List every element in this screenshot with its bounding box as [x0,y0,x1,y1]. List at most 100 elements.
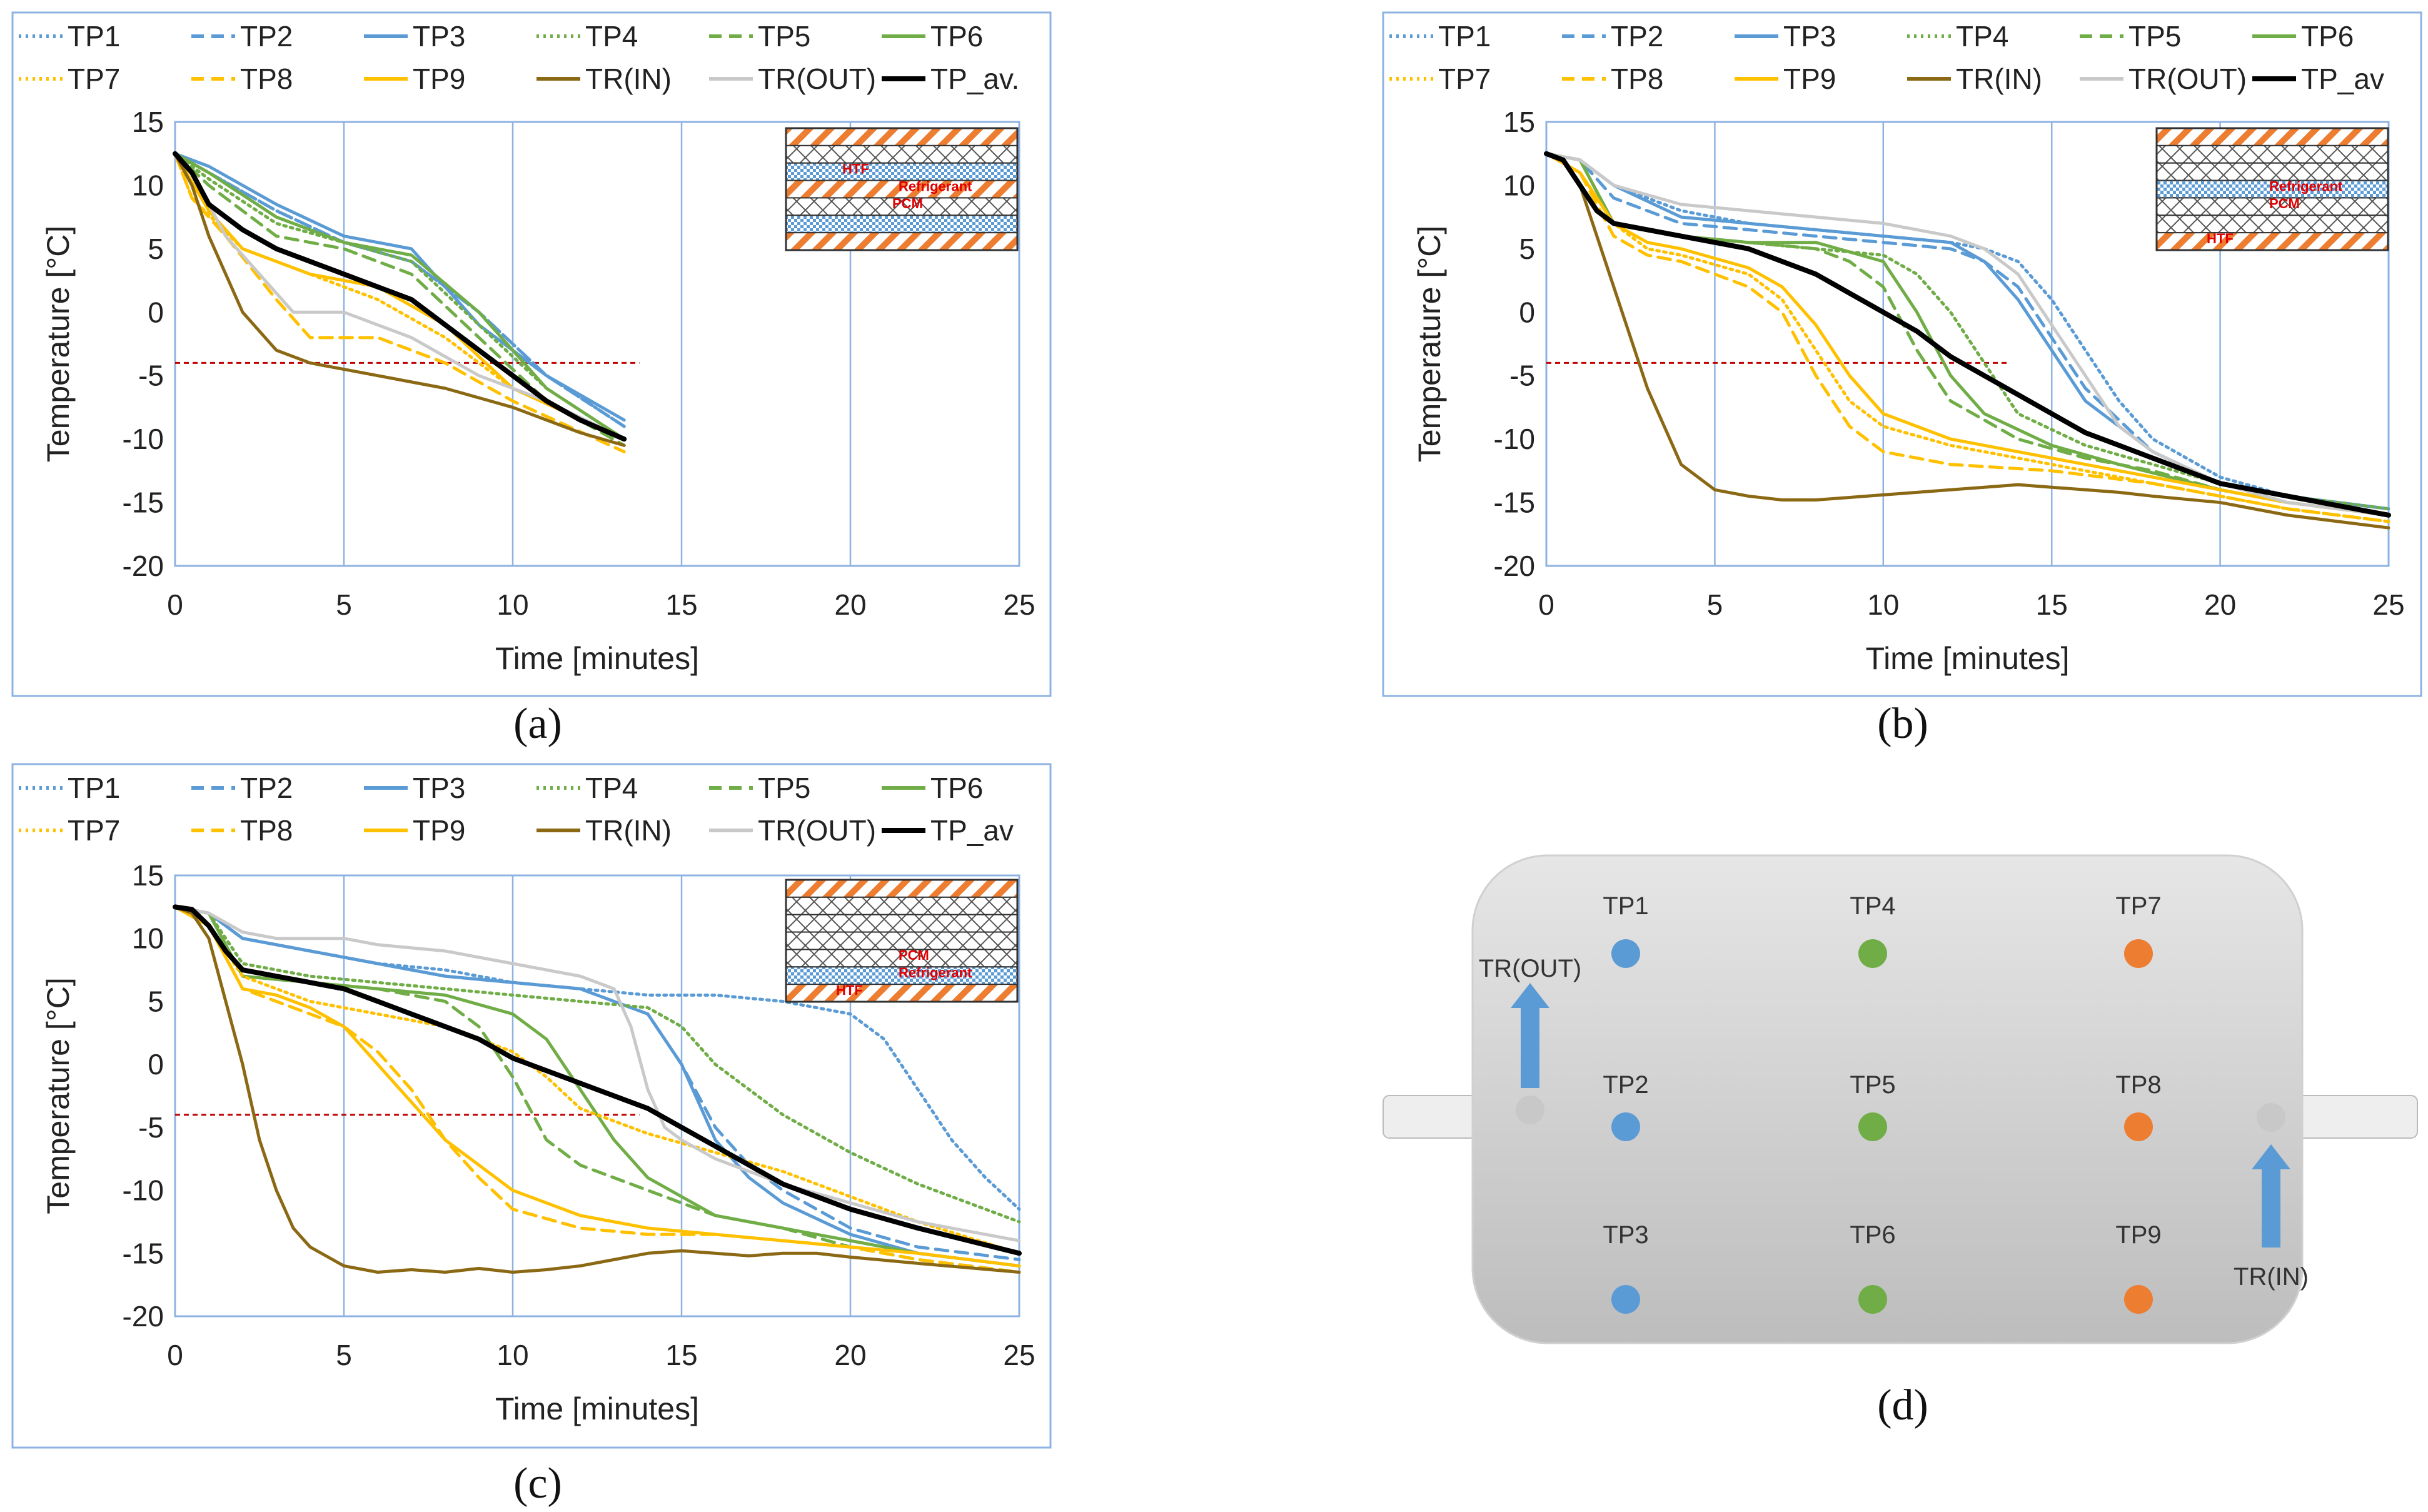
y-tick-label: -5 [138,360,164,392]
legend-label: TP1 [68,772,120,804]
x-tick-label: 10 [496,1339,528,1371]
panel-caption: (c) [513,1459,562,1508]
inset-label: Refrigerant [2269,178,2343,194]
outlet-arrow-icon [1511,983,1549,1088]
x-tick-label: 20 [834,1339,866,1371]
probe-dot [1611,1112,1640,1141]
inset-schematic: PCM Refrigerant HTF [785,879,1019,1003]
series-line-tr-in- [1544,152,2390,530]
inset-layer [785,144,1018,164]
legend-label: TP6 [930,772,983,804]
legend-label: TR(IN) [585,63,672,95]
x-tick-label: 20 [2204,588,2236,621]
series-line-tp8 [1544,152,2390,523]
y-tick-label: 5 [148,985,164,1017]
inset-border [2155,127,2389,251]
y-tick-label: -10 [123,423,164,455]
series-line-tp3 [173,152,626,422]
chart-frame [1382,11,2422,697]
inset-layer [785,896,1018,915]
y-tick-label: -10 [1494,423,1535,455]
series-line-tp8 [173,152,626,453]
x-tick-label: 10 [496,588,528,621]
legend-label: TP2 [240,20,293,53]
chart-panel-b: 0 5 10 15 20 25 15 10 5 0 -5 -10 -15 -20 Time [minutes… [1382,11,2422,748]
probe-label: TP5 [1850,1071,1895,1099]
outlet-port [1516,1096,1544,1124]
legend-label: TR(IN) [1956,63,2042,95]
inset-border [785,127,1019,251]
y-tick-label: -10 [123,1174,164,1207]
probe-dot [1611,1285,1640,1314]
inset-label: PCM [2269,196,2300,211]
legend-label: TP_av [2301,63,2384,95]
x-tick-label: 0 [167,1339,183,1371]
series-line-tr-out- [173,152,626,441]
x-tick-label: 15 [665,588,697,621]
y-tick-label: 15 [132,859,164,892]
y-tick-label: 10 [1503,169,1535,201]
panel-caption: (d) [1877,1381,1928,1429]
inset-layer [2156,144,2389,164]
inlet-port [2257,1103,2285,1132]
legend-label: TR(OUT) [2128,63,2247,95]
x-tick-label: 5 [336,1339,352,1371]
inset-layer [785,879,1018,898]
probe-label: TP9 [2115,1221,2161,1249]
inset-layer [2156,232,2389,251]
probe-label: TP7 [2115,892,2161,920]
legend-label: TP7 [68,63,120,95]
probe-label: TP6 [1850,1221,1895,1249]
series-line-tp-av [1544,151,2391,518]
inset-layer [785,914,1018,933]
inset-schematic: Refrigerant PCM HTF [2155,127,2389,251]
x-tick-label: 10 [1867,588,1899,621]
series-line-tp4 [173,905,1021,1224]
y-tick-label: -15 [1494,486,1535,519]
y-tick-label: 5 [148,233,164,265]
series-line-tp-av- [173,151,627,442]
legend-label: TP2 [1611,20,1663,53]
x-tick-label: 15 [665,1339,697,1371]
series-line-tp6 [173,905,1021,1268]
series-line-tp6 [173,152,626,441]
inset-layer [2156,214,2389,234]
y-axis-label: Temperature [°C] [1412,226,1447,462]
y-tick-label: 0 [148,296,164,328]
legend-label: TP4 [585,772,638,804]
chart-panel-a: 0 5 10 15 20 25 15 10 5 0 -5 -10 -15 -20 Time [minutes… [11,11,1052,748]
y-axis-label: Temperature [°C] [41,977,76,1214]
y-tick-label: 0 [148,1048,164,1081]
inset-label: PCM [899,947,929,963]
series-line-tr-in- [173,152,626,447]
probe-label: TP3 [1603,1221,1648,1249]
chart-frame [11,11,1052,697]
y-tick-label: -20 [1494,550,1535,582]
inset-layer [785,214,1018,234]
probe-dot [1858,939,1887,968]
x-tick-label: 25 [2372,588,2404,621]
legend-label: TP2 [240,772,293,804]
inset-layer [785,984,1018,1002]
legend-label: TR(OUT) [758,814,876,847]
probe-dot [2124,1112,2153,1141]
x-tick-label: 25 [1003,1339,1035,1371]
y-tick-label: 15 [1503,106,1535,138]
x-tick-label: 25 [1003,588,1035,621]
panel-caption: (b) [1877,700,1928,748]
x-tick-label: 20 [834,588,866,621]
series-line-tp3 [173,905,1021,1268]
inset-layer [2156,128,2389,146]
legend-label: TP1 [68,20,120,53]
inset-label: Refrigerant [899,965,972,980]
legend-label: TP7 [68,814,120,847]
y-tick-label: 15 [132,106,164,138]
legend-label: TP5 [2128,20,2181,53]
series-line-tp9 [1544,152,2390,517]
legend-label: TR(OUT) [758,63,876,95]
x-tick-label: 0 [167,588,183,621]
inset-label: PCM [892,196,923,211]
y-tick-label: 10 [132,922,164,955]
inset-label: Refrigerant [899,178,972,194]
